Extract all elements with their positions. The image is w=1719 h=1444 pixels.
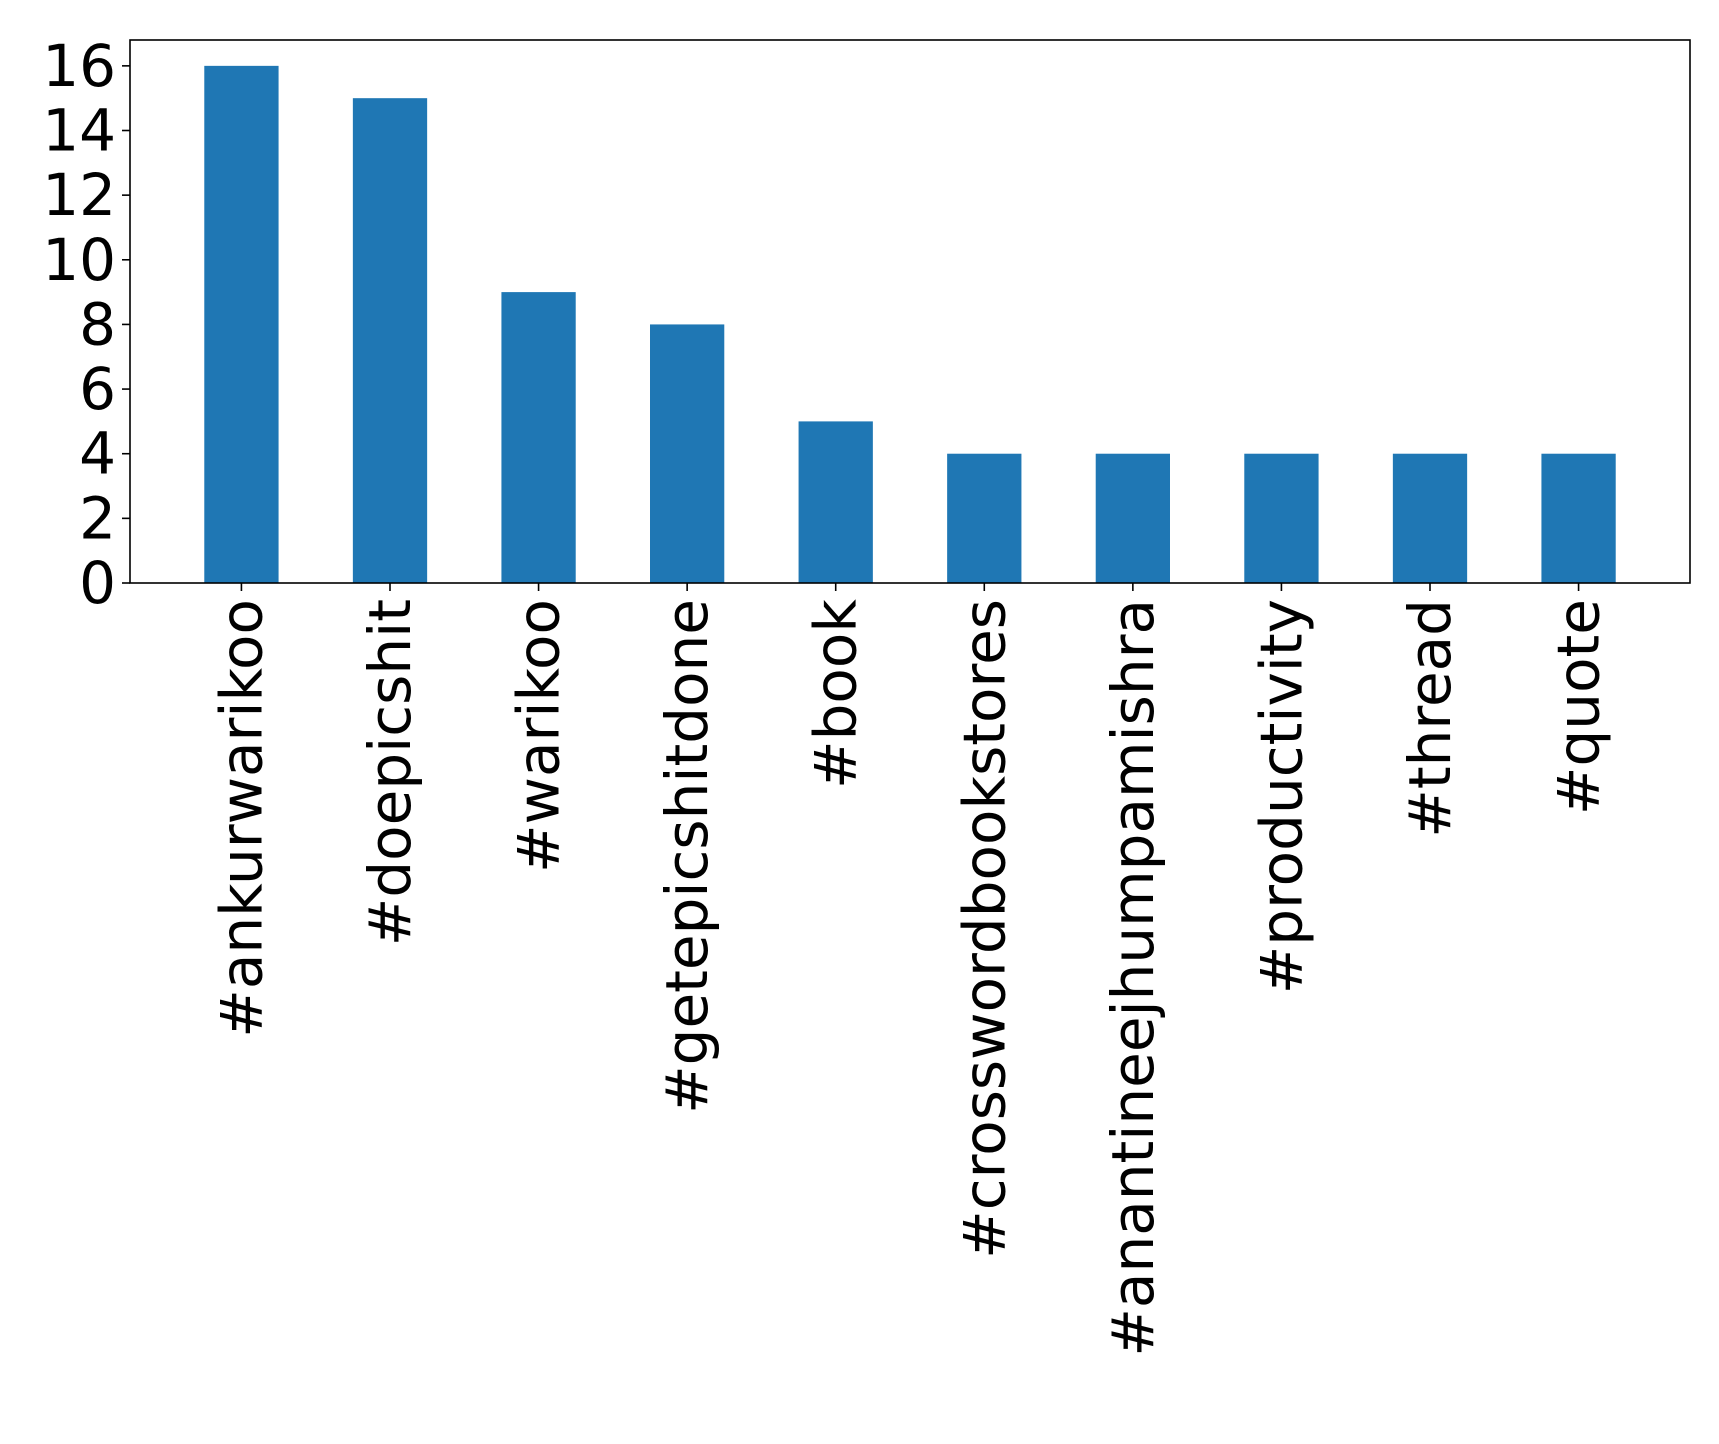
x-tick-label-5: #crosswordbookstores <box>950 599 1018 1259</box>
bars-layer <box>204 65 1616 584</box>
bar-1 <box>352 98 428 583</box>
y-tick-label-3: 6 <box>79 355 116 423</box>
x-tick-label-6: #anantineejhumpamishra <box>1099 599 1167 1357</box>
y-tick-label-6: 12 <box>42 161 116 229</box>
bar-3 <box>650 324 725 583</box>
y-tick-label-7: 14 <box>42 97 116 165</box>
x-tick-label-8: #thread <box>1396 599 1464 838</box>
y-tick-label-4: 8 <box>79 290 116 358</box>
y-tick-label-0: 0 <box>79 549 116 617</box>
x-tick-label-0: #ankurwarikoo <box>207 599 275 1038</box>
bar-9 <box>1541 453 1616 583</box>
bar-4 <box>798 421 873 583</box>
bar-8 <box>1392 453 1468 583</box>
bar-5 <box>947 453 1022 583</box>
bar-7 <box>1244 453 1319 583</box>
y-tick-label-8: 16 <box>42 32 116 100</box>
plot-frame <box>129 39 1691 584</box>
bar-0 <box>204 65 279 584</box>
bar-2 <box>501 292 576 583</box>
x-tick-label-7: #productivity <box>1247 599 1315 994</box>
bar-6 <box>1095 453 1170 583</box>
y-tick-label-5: 10 <box>42 226 116 294</box>
x-tick-label-3: #getepicshitdone <box>653 599 721 1114</box>
x-axis: #ankurwarikoo #doepicshit #warikoo #getepic… <box>207 583 1613 1357</box>
y-tick-label-1: 2 <box>79 484 116 552</box>
x-tick-label-4: #book <box>802 599 870 789</box>
y-tick-label-2: 4 <box>79 420 116 488</box>
x-tick-label-2: #warikoo <box>505 599 573 873</box>
x-tick-label-9: #quote <box>1545 599 1613 815</box>
x-tick-label-1: #doepicshit <box>356 599 424 946</box>
